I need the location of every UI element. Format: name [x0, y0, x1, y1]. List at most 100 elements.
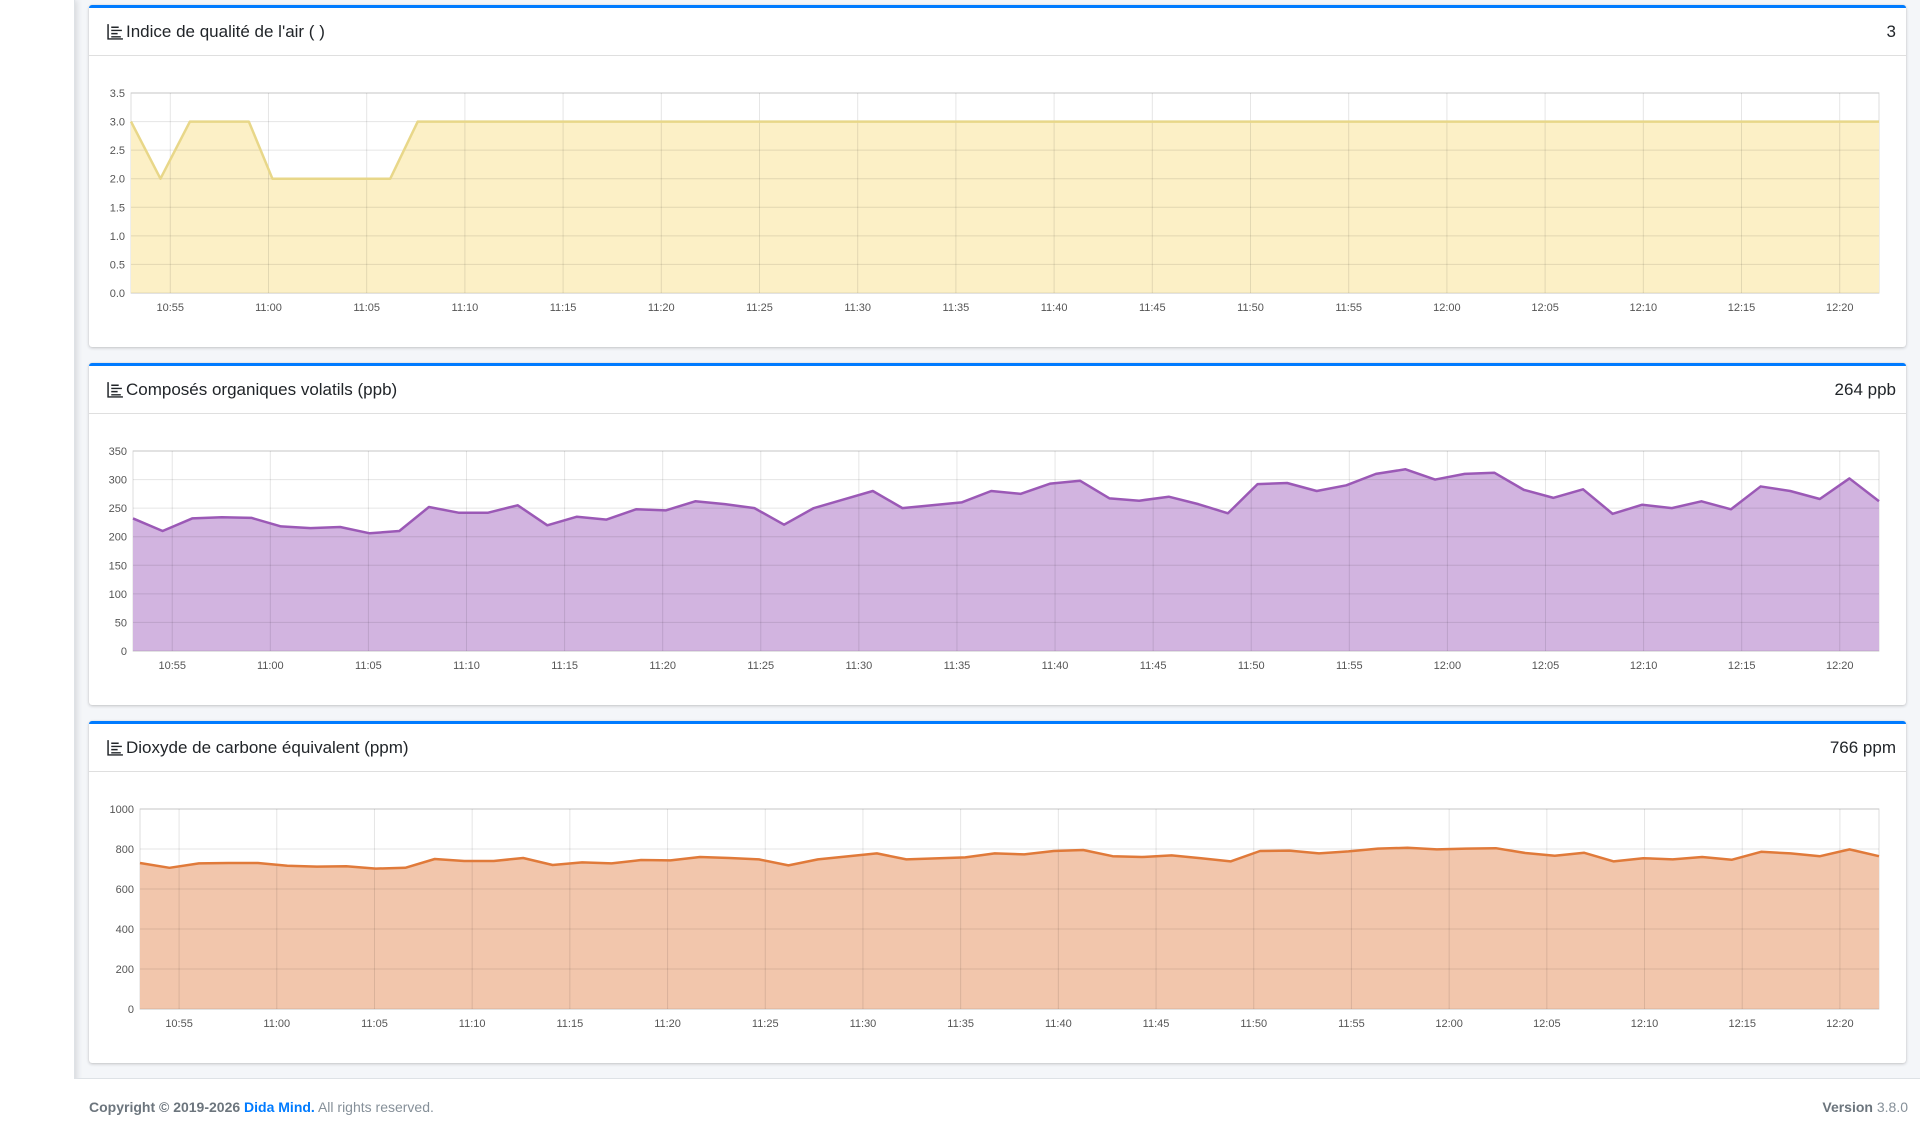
x-tick-label: 11:35 — [944, 660, 971, 672]
x-tick-label: 10:55 — [157, 302, 185, 314]
x-tick-label: 12:10 — [1630, 660, 1658, 672]
y-tick-label: 50 — [115, 617, 127, 629]
x-tick-label: 12:15 — [1728, 660, 1756, 672]
x-tick-label: 11:05 — [361, 1018, 388, 1030]
air-quality-chart: 0.0 0.5 1.0 1.5 2.0 2.5 3.0 3.5 10:55 11:00 11:05 1… — [110, 88, 1880, 314]
x-tick-label: 11:50 — [1238, 660, 1265, 672]
chart-bar-icon — [107, 24, 123, 40]
y-tick-label: 250 — [109, 503, 127, 515]
x-tick-label: 10:55 — [158, 660, 186, 672]
x-tick-label: 12:00 — [1433, 302, 1461, 314]
x-tick-label: 11:50 — [1240, 1018, 1267, 1030]
card-title-text: Indice de qualité de l'air ( ) — [126, 21, 325, 41]
x-tick-label: 11:45 — [1139, 302, 1166, 314]
card-header: Dioxyde de carbone équivalent (ppm) 766 … — [89, 724, 1906, 772]
x-tick-label: 12:10 — [1630, 302, 1658, 314]
y-tick-label: 0.0 — [110, 288, 125, 300]
brand-link[interactable]: Dida Mind. — [244, 1099, 315, 1115]
card-header: Indice de qualité de l'air ( ) 3 — [89, 8, 1906, 56]
card-air-quality: Indice de qualité de l'air ( ) 3 0.0 0.5 1… — [89, 5, 1906, 347]
series-line — [132, 468, 1880, 535]
y-tick-label: 1.5 — [110, 202, 125, 214]
x-tick-label: 10:55 — [165, 1018, 193, 1030]
x-tick-label: 12:00 — [1435, 1018, 1463, 1030]
x-tick-label: 12:15 — [1728, 302, 1756, 314]
x-tick-label: 11:40 — [1042, 660, 1069, 672]
x-tick-label: 11:05 — [353, 302, 380, 314]
x-tick-label: 12:05 — [1531, 302, 1559, 314]
y-tick-label: 0.5 — [110, 259, 125, 271]
x-tick-label: 11:40 — [1045, 1018, 1072, 1030]
x-tick-label: 11:10 — [459, 1018, 486, 1030]
card-current-value: 766 ppm — [1829, 737, 1896, 757]
series-area — [133, 469, 1879, 651]
y-tick-label: 400 — [116, 924, 134, 936]
x-tick-label: 11:30 — [844, 302, 871, 314]
main-content: Indice de qualité de l'air ( ) 3 0.0 0.5 1… — [74, 0, 1920, 1135]
y-tick-label: 800 — [116, 844, 134, 856]
x-tick-label: 11:45 — [1140, 660, 1167, 672]
voc-chart: 0 50 100 150 200 250 300 350 10:55 11:00 11:05 11:1… — [109, 446, 1880, 672]
y-tick-label: 1.0 — [110, 231, 125, 243]
x-tick-label: 11:25 — [746, 302, 773, 314]
card-voc: Composés organiques volatils (ppb) 264 p… — [89, 363, 1906, 705]
x-tick-label: 11:20 — [649, 660, 676, 672]
version-number: 3.8.0 — [1876, 1099, 1908, 1115]
x-tick-label: 11:00 — [255, 302, 282, 314]
rights-text: All rights reserved. — [317, 1099, 434, 1115]
x-tick-label: 11:15 — [550, 302, 577, 314]
chart-area: 0.0 0.5 1.0 1.5 2.0 2.5 3.0 3.5 10:55 11:00 11:05 1… — [89, 56, 1906, 347]
series-line — [129, 120, 1879, 180]
y-tick-label: 1000 — [110, 804, 134, 816]
x-tick-label: 12:20 — [1826, 660, 1854, 672]
card-title: Dioxyde de carbone équivalent (ppm) — [107, 738, 409, 758]
chart-bar-icon — [107, 382, 123, 398]
x-tick-label: 11:35 — [947, 1018, 974, 1030]
card-title: Composés organiques volatils (ppb) — [107, 380, 397, 400]
copyright-text: Copyright © 2019-2026 — [89, 1099, 241, 1115]
y-tick-label: 3.5 — [110, 88, 125, 100]
version-label: Version — [1822, 1099, 1873, 1115]
card-co2: Dioxyde de carbone équivalent (ppm) 766 … — [89, 721, 1906, 1063]
x-tick-label: 12:05 — [1533, 1018, 1561, 1030]
x-tick-label: 11:30 — [850, 1018, 877, 1030]
y-tick-label: 200 — [116, 964, 134, 976]
y-tick-label: 100 — [109, 589, 127, 601]
card-header: Composés organiques volatils (ppb) 264 p… — [89, 366, 1906, 414]
x-tick-label: 12:05 — [1532, 660, 1560, 672]
card-current-value: 3 — [1886, 21, 1896, 41]
x-tick-label: 11:20 — [654, 1018, 681, 1030]
y-tick-label: 200 — [109, 532, 127, 544]
co2-chart: 0 200 400 600 800 1000 10:55 11:00 11:05 11:10 11:… — [110, 804, 1880, 1030]
series-area — [131, 121, 1879, 293]
x-tick-label: 11:00 — [257, 660, 284, 672]
y-tick-label: 3.0 — [110, 117, 125, 129]
y-tick-label: 150 — [109, 560, 127, 572]
footer: Copyright © 2019-2026 Dida Mind. All rig… — [74, 1078, 1920, 1135]
chart-area: 0 200 400 600 800 1000 10:55 11:00 11:05 11:10 11:… — [89, 772, 1906, 1063]
y-tick-label: 0 — [121, 646, 127, 658]
series-line — [139, 846, 1880, 870]
x-tick-label: 12:10 — [1631, 1018, 1659, 1030]
sidebar-edge — [0, 0, 75, 1135]
x-tick-label: 11:45 — [1143, 1018, 1170, 1030]
x-tick-label: 11:15 — [551, 660, 578, 672]
y-tick-label: 300 — [109, 475, 127, 487]
x-tick-label: 11:00 — [263, 1018, 290, 1030]
version-info: Version 3.8.0 — [1822, 1099, 1908, 1115]
x-tick-label: 11:10 — [452, 302, 479, 314]
series-area — [140, 847, 1879, 1009]
chart-area: 0 50 100 150 200 250 300 350 10:55 11:00 11:05 11:1… — [89, 414, 1906, 705]
x-tick-label: 11:50 — [1237, 302, 1264, 314]
card-title-text: Dioxyde de carbone équivalent (ppm) — [126, 737, 409, 757]
x-tick-label: 11:35 — [943, 302, 970, 314]
x-tick-label: 11:55 — [1338, 1018, 1365, 1030]
x-tick-label: 12:20 — [1826, 302, 1854, 314]
copyright: Copyright © 2019-2026 Dida Mind. All rig… — [89, 1099, 434, 1115]
chart-bar-icon — [107, 740, 123, 756]
card-title-text: Composés organiques volatils (ppb) — [126, 379, 398, 399]
x-tick-label: 11:25 — [747, 660, 774, 672]
x-tick-label: 11:05 — [355, 660, 382, 672]
x-tick-label: 11:15 — [557, 1018, 584, 1030]
x-tick-label: 11:25 — [752, 1018, 779, 1030]
